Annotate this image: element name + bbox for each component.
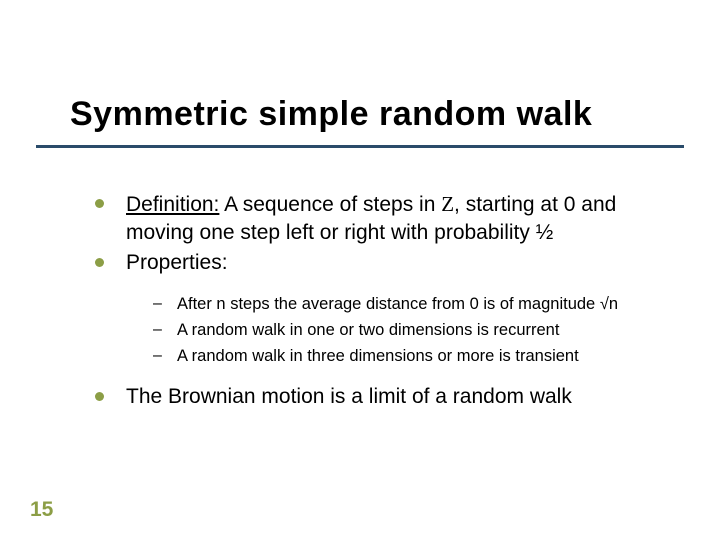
- slide: Symmetric simple random walk Definition:…: [0, 0, 720, 540]
- sub-bullet-item: – A random walk in three dimensions or m…: [153, 345, 680, 367]
- bullet-text: The Brownian motion is a limit of a rand…: [126, 383, 572, 411]
- bullet-dot-icon: [95, 392, 104, 401]
- dash-icon: –: [153, 345, 177, 367]
- sub-bullet-item: – After n steps the average distance fro…: [153, 293, 680, 315]
- slide-content: Definition: A sequence of steps in Z, st…: [95, 190, 680, 413]
- definition-rest: A sequence of steps in: [219, 193, 441, 216]
- sub-bullet-text: A random walk in one or two dimensions i…: [177, 319, 559, 341]
- sub-bullet-item: – A random walk in one or two dimensions…: [153, 319, 680, 341]
- title-underline: [36, 145, 684, 148]
- bullet-dot-icon: [95, 199, 104, 208]
- sub-bullet-list: – After n steps the average distance fro…: [153, 293, 680, 367]
- bullet-text: Definition: A sequence of steps in Z, st…: [126, 190, 680, 247]
- bullet-item: The Brownian motion is a limit of a rand…: [95, 383, 680, 411]
- definition-label: Definition:: [126, 193, 219, 216]
- sub-bullet-text: After n steps the average distance from …: [177, 293, 618, 315]
- bullet-text: Properties:: [126, 249, 228, 277]
- z-symbol: Z: [441, 192, 454, 216]
- slide-title: Symmetric simple random walk: [70, 95, 592, 134]
- bullet-dot-icon: [95, 258, 104, 267]
- sub-bullet-text: A random walk in three dimensions or mor…: [177, 345, 579, 367]
- bullet-item: Properties:: [95, 249, 680, 277]
- page-number: 15: [30, 498, 53, 522]
- bullet-item: Definition: A sequence of steps in Z, st…: [95, 190, 680, 247]
- dash-icon: –: [153, 293, 177, 315]
- dash-icon: –: [153, 319, 177, 341]
